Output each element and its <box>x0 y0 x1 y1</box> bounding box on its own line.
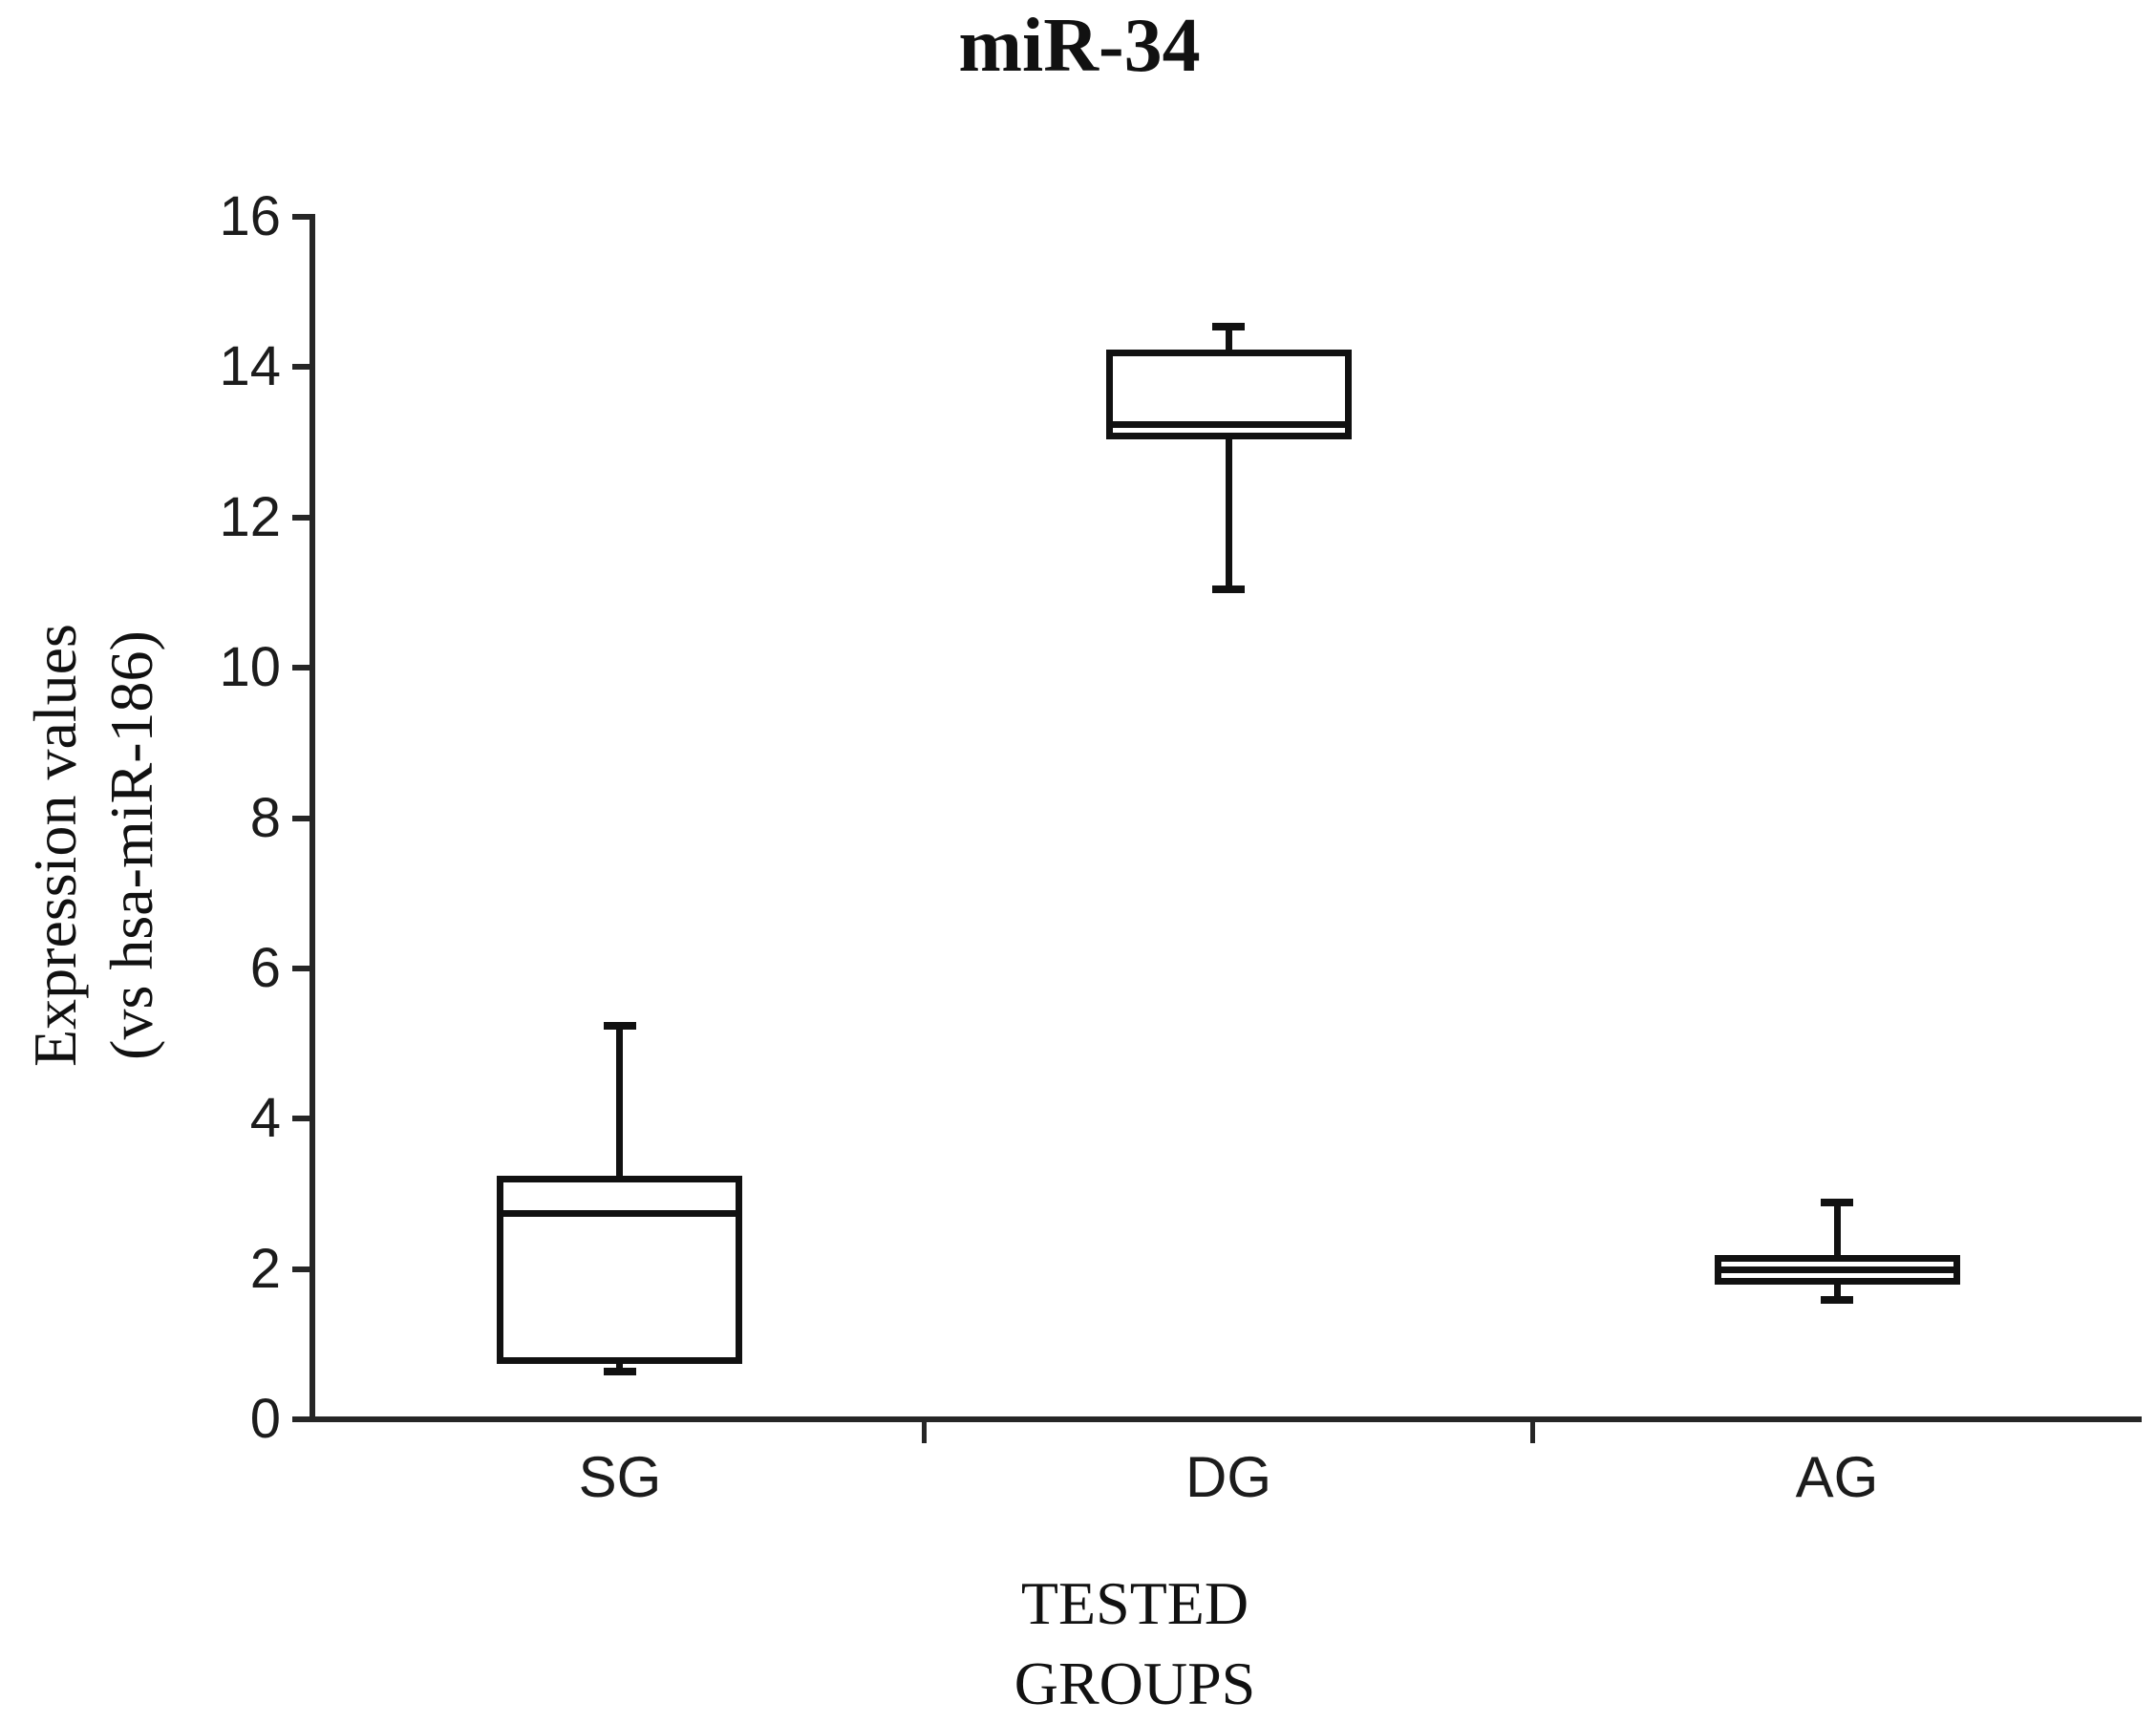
y-tick-mark <box>292 816 310 821</box>
y-tick-label: 12 <box>219 486 281 548</box>
x-axis-line <box>310 1416 2142 1422</box>
y-tick-label: 14 <box>219 335 281 397</box>
y-tick-mark <box>292 364 310 370</box>
x-axis-title-line1: TESTED <box>1020 1569 1249 1637</box>
x-tick-mark <box>1530 1422 1535 1443</box>
x-axis-title-line2: GROUPS <box>1014 1650 1256 1717</box>
whisker-cap-lower <box>1821 1296 1853 1304</box>
y-tick-mark <box>292 1416 310 1422</box>
whisker-line-lower <box>1834 1285 1841 1300</box>
x-axis-label: AG <box>1795 1445 1879 1509</box>
y-tick-mark <box>292 966 310 971</box>
whisker-line-upper <box>1226 327 1232 350</box>
y-axis-line <box>310 214 315 1422</box>
whisker-cap-upper <box>604 1022 636 1030</box>
whisker-cap-upper <box>1821 1199 1853 1206</box>
y-tick-label: 16 <box>219 185 281 247</box>
y-tick-label: 2 <box>249 1238 281 1300</box>
chart-title: miR-34 <box>958 4 1201 88</box>
median-line <box>503 1210 736 1217</box>
box-rect <box>497 1176 742 1364</box>
y-tick-mark <box>292 1266 310 1272</box>
y-tick-mark <box>292 214 310 220</box>
y-tick-label: 10 <box>219 636 281 698</box>
y-tick-label: 8 <box>249 787 281 849</box>
y-tick-mark <box>292 1116 310 1121</box>
y-tick-label: 6 <box>249 937 281 999</box>
median-line <box>1721 1266 1953 1273</box>
y-tick-mark <box>292 515 310 521</box>
whisker-cap-lower <box>1212 585 1245 593</box>
whisker-line-upper <box>616 1026 623 1176</box>
median-line <box>1113 421 1345 428</box>
x-axis-title: TESTED GROUPS <box>1014 1564 1256 1724</box>
whisker-cap-upper <box>1212 323 1245 330</box>
x-tick-mark <box>922 1422 927 1443</box>
y-tick-label: 0 <box>249 1388 281 1450</box>
y-tick-label: 4 <box>249 1087 281 1149</box>
whisker-cap-lower <box>604 1368 636 1375</box>
x-axis-label: DG <box>1185 1445 1271 1509</box>
y-tick-mark <box>292 665 310 670</box>
x-axis-label: SG <box>578 1445 662 1509</box>
whisker-line-upper <box>1834 1203 1841 1255</box>
whisker-line-lower <box>1226 439 1232 589</box>
